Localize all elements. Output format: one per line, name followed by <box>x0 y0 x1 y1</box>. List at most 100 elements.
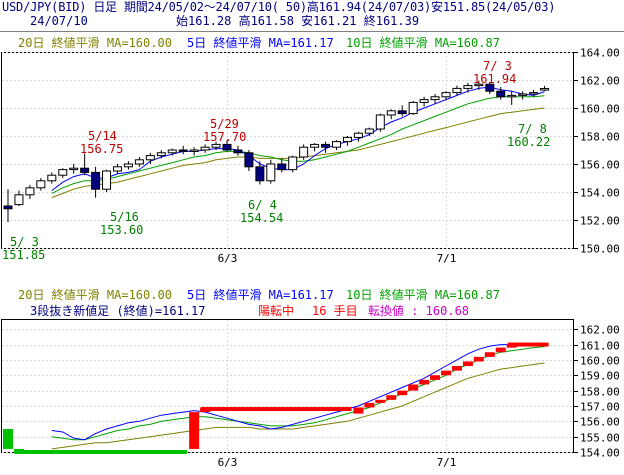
up-block <box>200 407 211 413</box>
up-block <box>397 390 408 396</box>
lower-ma10-line <box>51 346 545 441</box>
legend-ma5: 5日 終値平滑 MA=161.17 <box>187 36 334 50</box>
candle-up <box>299 146 309 158</box>
candle-up <box>145 155 155 161</box>
lower-xtick-label: 6/3 <box>218 456 238 469</box>
upper-ytick-label: 162.00 <box>580 75 620 88</box>
candle-up <box>288 156 298 171</box>
candle-up <box>58 169 68 176</box>
up-block <box>375 399 386 403</box>
candle-up <box>47 174 57 182</box>
candle-up <box>441 92 451 98</box>
annotation-value: 154.54 <box>240 211 284 225</box>
candle-up <box>200 146 210 151</box>
candle-up <box>134 159 144 165</box>
legend-ma20: 20日 終値平滑 MA=160.00 <box>18 36 172 50</box>
up-block <box>495 347 506 353</box>
candle-up <box>364 128 374 134</box>
lower-ytick-label: 158.00 <box>580 386 620 399</box>
upper-ytick-label: 156.00 <box>580 159 620 172</box>
state-text: 陽転中 <box>258 304 295 318</box>
upper-ytick-label: 160.00 <box>580 103 620 116</box>
candle-down <box>485 83 495 92</box>
candle-down <box>3 205 13 210</box>
candle-down <box>80 167 90 173</box>
candle-up <box>375 114 385 130</box>
up-block <box>419 379 430 385</box>
candle-up <box>36 180 46 189</box>
lower-ytick-label: 155.00 <box>580 432 620 445</box>
candle-up <box>419 99 429 103</box>
lower-ytick-label: 161.00 <box>580 340 620 353</box>
count-text: 16 手目 <box>312 304 358 318</box>
candle-up <box>332 141 341 148</box>
flat-segment <box>507 342 549 347</box>
lower-plot-frame <box>1 319 574 453</box>
candle-up <box>408 101 418 115</box>
candle-up <box>123 163 133 168</box>
candle-down <box>277 163 287 171</box>
candle-up <box>211 143 221 148</box>
candle-down <box>255 166 265 182</box>
candle-up <box>14 194 24 206</box>
candle-up <box>430 96 440 101</box>
header-ohlc: 始161.28 高161.58 安161.21 終161.39 <box>176 14 420 28</box>
candle-up <box>463 85 473 89</box>
up-block <box>473 356 484 362</box>
candle-down <box>496 90 506 98</box>
annotation-value: 156.75 <box>80 142 124 156</box>
up-block <box>386 395 397 400</box>
legend-ma5-lower: 5日 終値平滑 MA=161.17 <box>187 288 334 302</box>
annotation-value: 151.85 <box>2 248 46 262</box>
candle-down <box>397 110 407 115</box>
candle-up <box>113 166 122 172</box>
annotation-label: 5/16 <box>110 210 139 224</box>
lower-ma5-line <box>51 342 545 441</box>
down-block <box>3 428 13 449</box>
sanbon-value: 3段抜き新値足 (終値)=161.17 <box>30 304 206 318</box>
lower-ytick-label: 154.00 <box>580 447 620 460</box>
lower-ytick-label: 160.00 <box>580 355 620 368</box>
header-line: USD/JPY(BID) 日足 期間24/05/02～24/07/10( 50)… <box>2 0 556 14</box>
candle-up <box>156 152 166 157</box>
candle-up <box>310 143 320 148</box>
up-block <box>484 352 495 357</box>
header-date: 24/07/10 <box>30 14 88 28</box>
up-block <box>451 366 462 371</box>
up-block <box>462 361 473 367</box>
lower-ytick-label: 162.00 <box>580 324 620 337</box>
flat-segment <box>14 450 188 454</box>
up-block <box>441 370 451 376</box>
lower-ytick-label: 156.00 <box>580 416 620 429</box>
flat-segment <box>201 407 352 412</box>
turn-value: 転換値 : 160.68 <box>368 304 470 318</box>
candle-down <box>233 149 243 154</box>
upper-ytick-label: 150.00 <box>580 243 620 256</box>
candle-up <box>518 93 528 96</box>
candle-up <box>507 94 517 98</box>
upper-xtick-label: 7/1 <box>437 252 457 265</box>
candle-down <box>321 143 331 148</box>
annotation-label: 6/ 4 <box>248 198 277 212</box>
ma20-line <box>51 107 545 199</box>
annotation-label: 7/ 8 <box>518 122 547 136</box>
candle-up <box>102 170 112 190</box>
candle-up <box>25 187 35 196</box>
up-block <box>430 375 441 380</box>
down-block <box>13 448 24 454</box>
candle-up <box>69 167 79 171</box>
candle-up <box>266 163 276 182</box>
candle-up <box>353 132 363 138</box>
up-block <box>408 384 419 391</box>
ma10-line <box>51 95 545 194</box>
annotation-label: 7/ 3 <box>483 59 512 73</box>
candle-up <box>386 110 396 116</box>
lower-ytick-label: 157.00 <box>580 401 620 414</box>
ma5-line <box>51 86 545 191</box>
up-block <box>517 343 528 347</box>
candle-up <box>167 149 177 154</box>
annotation-value: 161.94 <box>473 72 517 86</box>
upper-ytick-label: 158.00 <box>580 131 620 144</box>
lower-xtick-label: 7/1 <box>437 456 457 469</box>
